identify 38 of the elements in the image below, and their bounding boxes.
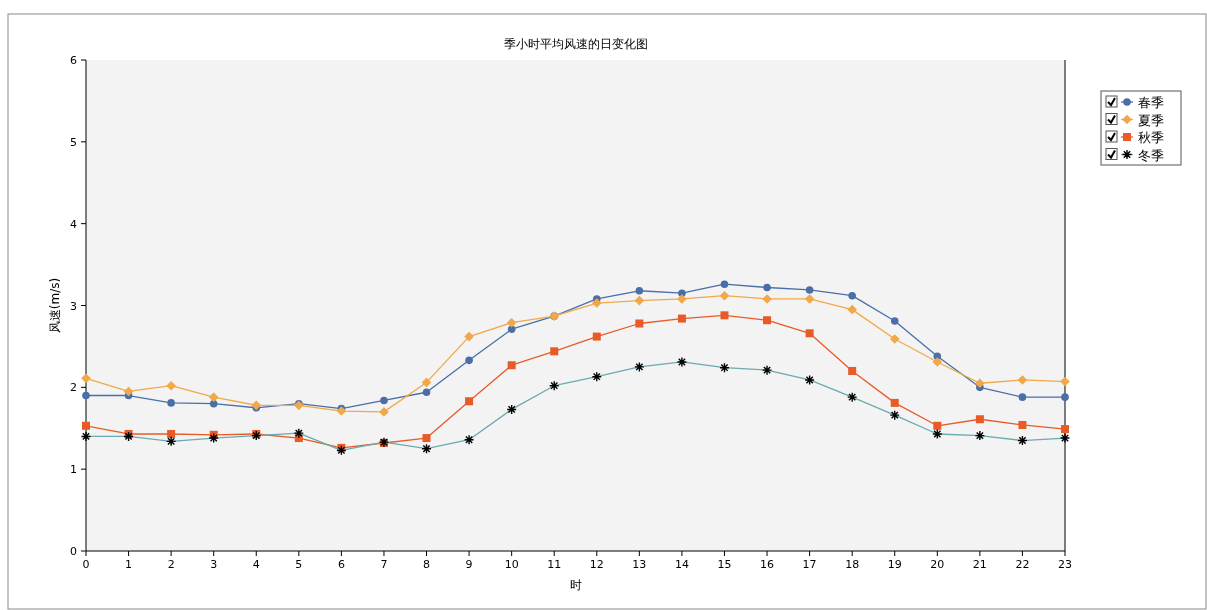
x-tick-label: 13 [632, 558, 647, 571]
x-tick-label: 19 [887, 558, 902, 571]
chart-title: 季小时平均风速的日变化图 [503, 37, 648, 51]
y-tick-label: 5 [70, 135, 77, 149]
x-tick-label: 10 [504, 558, 519, 571]
y-axis-title: 风速(m/s) [48, 277, 62, 334]
x-tick-label: 2 [167, 558, 175, 571]
x-tick-label: 7 [380, 558, 388, 571]
y-tick-label: 0 [70, 545, 77, 558]
x-tick-label: 14 [674, 558, 689, 571]
legend-label: 冬季 [1138, 147, 1164, 163]
legend-label: 春季 [1138, 95, 1164, 110]
x-tick-label: 20 [930, 558, 945, 571]
y-tick-label: 1 [70, 463, 77, 477]
y-tick-label: 3 [70, 299, 77, 313]
x-tick-label: 5 [295, 558, 303, 571]
x-tick-label: 9 [465, 558, 473, 571]
x-tick-label: 4 [252, 558, 260, 571]
x-tick-label: 12 [589, 558, 604, 571]
x-axis-title: 时 [569, 578, 582, 592]
x-tick-label: 1 [125, 558, 133, 571]
x-tick-label: 6 [337, 558, 345, 571]
legend-label: 秋季 [1138, 130, 1164, 145]
x-tick-label: 21 [972, 558, 987, 571]
x-tick-label: 3 [210, 558, 218, 571]
x-tick-label: 11 [547, 558, 562, 571]
x-tick-label: 22 [1015, 558, 1030, 571]
x-tick-label: 15 [717, 558, 732, 571]
y-tick-label: 6 [70, 54, 77, 67]
x-tick-label: 17 [802, 558, 817, 571]
y-tick-label: 2 [70, 381, 77, 395]
x-tick-label: 8 [423, 558, 431, 571]
legend-label: 夏季 [1138, 112, 1164, 128]
y-tick-label: 4 [70, 217, 77, 231]
x-tick-label: 18 [845, 558, 860, 571]
x-tick-label: 16 [760, 558, 775, 571]
x-tick-label: 0 [82, 558, 90, 571]
x-tick-label: 23 [1058, 558, 1072, 571]
